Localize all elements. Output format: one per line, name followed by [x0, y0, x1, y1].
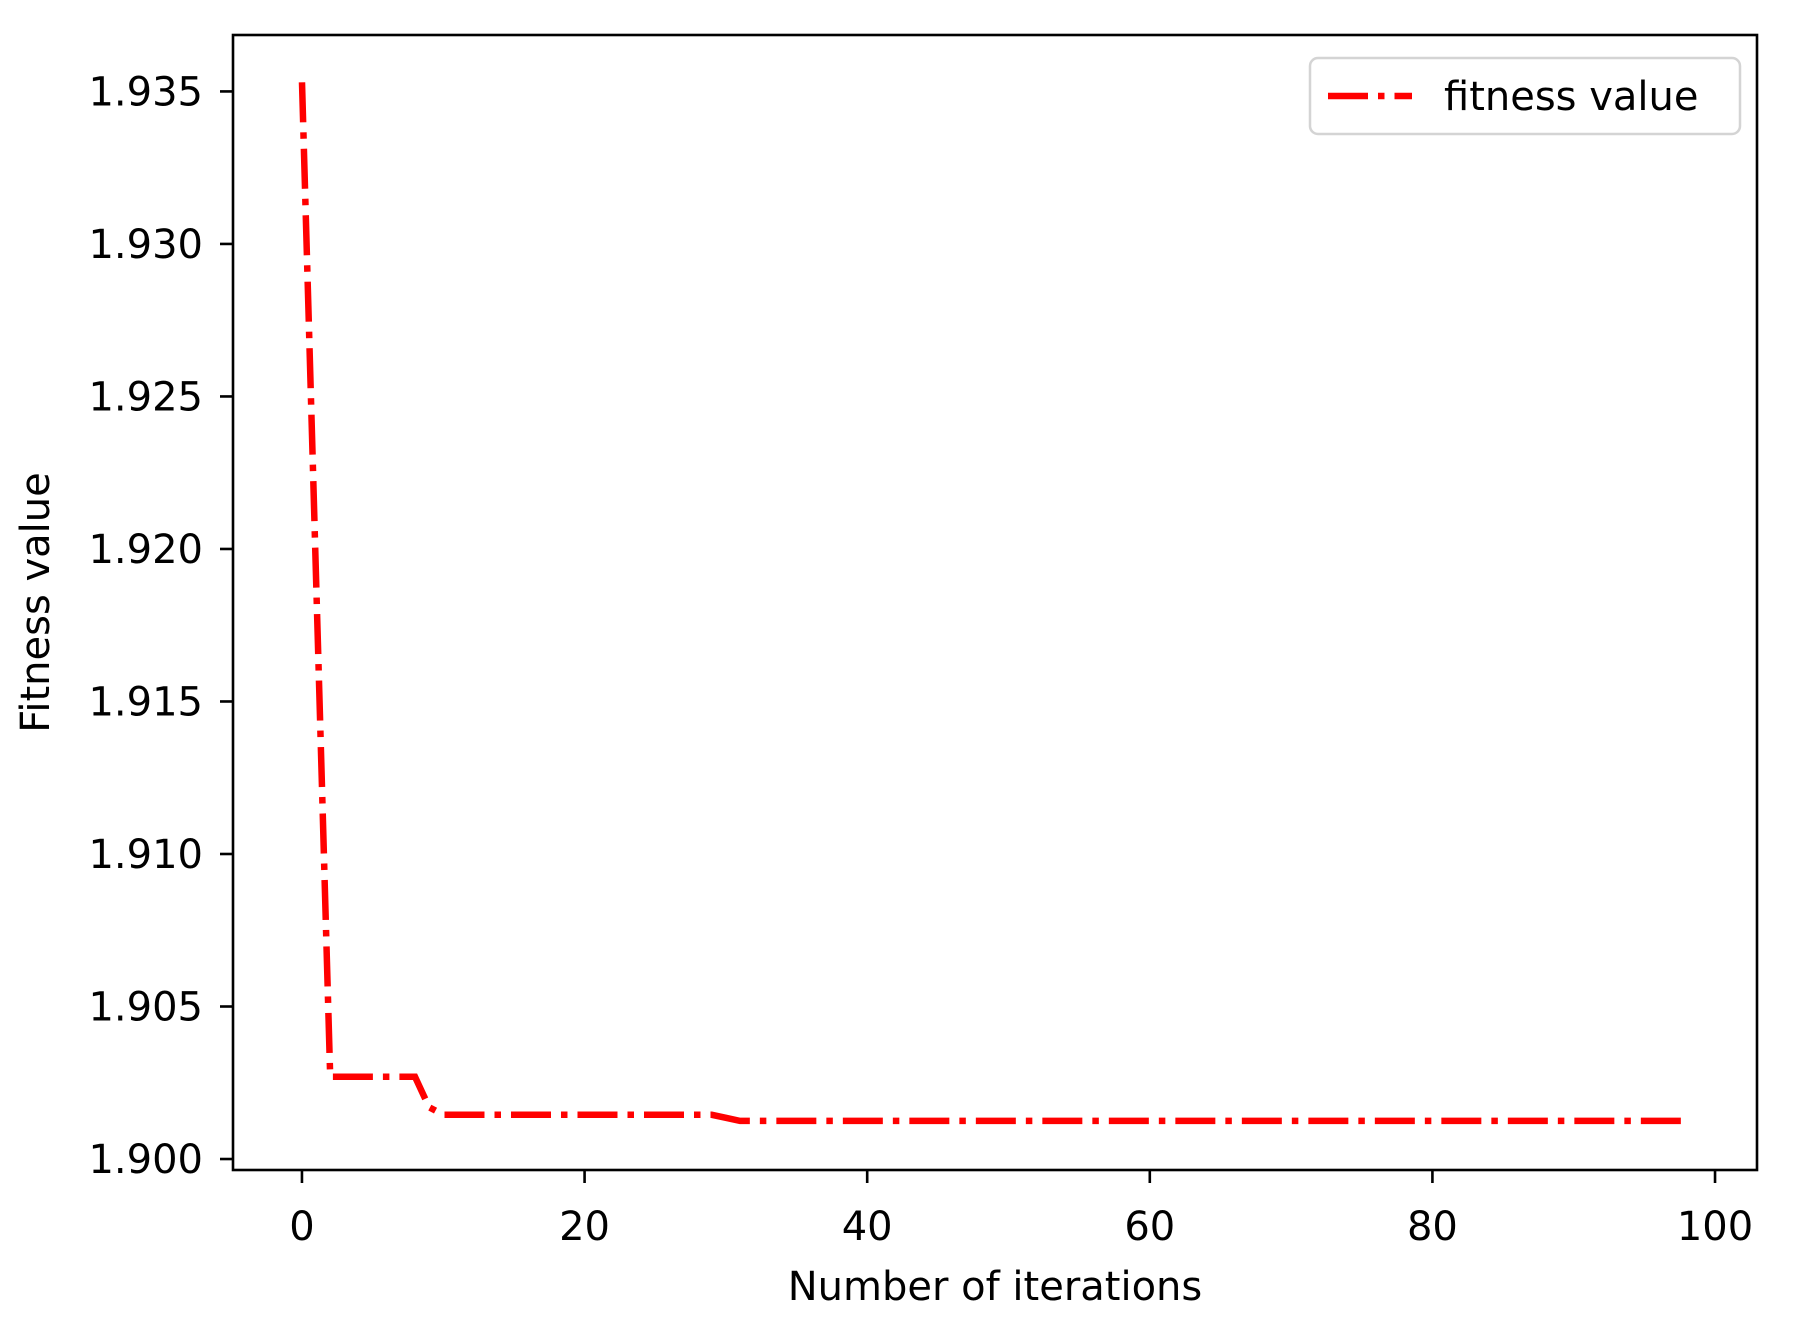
x-tick-label: 60 — [1124, 1204, 1175, 1250]
plot-area — [231, 33, 1759, 1172]
x-tick-label: 20 — [559, 1204, 610, 1250]
x-tick-label: 0 — [289, 1204, 314, 1250]
legend-label: fitness value — [1444, 74, 1699, 120]
y-tick-label: 1.905 — [88, 985, 203, 1031]
y-axis-label: Fitness value — [13, 472, 59, 733]
legend-box — [1308, 56, 1742, 136]
y-tick-label: 1.925 — [88, 374, 203, 420]
y-tick-label: 1.910 — [88, 832, 203, 878]
x-axis-label: Number of iterations — [788, 1264, 1203, 1310]
x-tick-label: 80 — [1407, 1204, 1458, 1250]
x-tick-label: 40 — [842, 1204, 893, 1250]
fitness-curve — [298, 82, 1687, 1125]
y-tick-label: 1.900 — [88, 1137, 203, 1183]
y-tick-label: 1.935 — [88, 69, 203, 115]
y-tick-label: 1.920 — [88, 527, 203, 573]
y-tick-label: 1.930 — [88, 222, 203, 268]
y-tick-label: 1.915 — [88, 679, 203, 725]
x-tick-label: 100 — [1677, 1204, 1753, 1250]
